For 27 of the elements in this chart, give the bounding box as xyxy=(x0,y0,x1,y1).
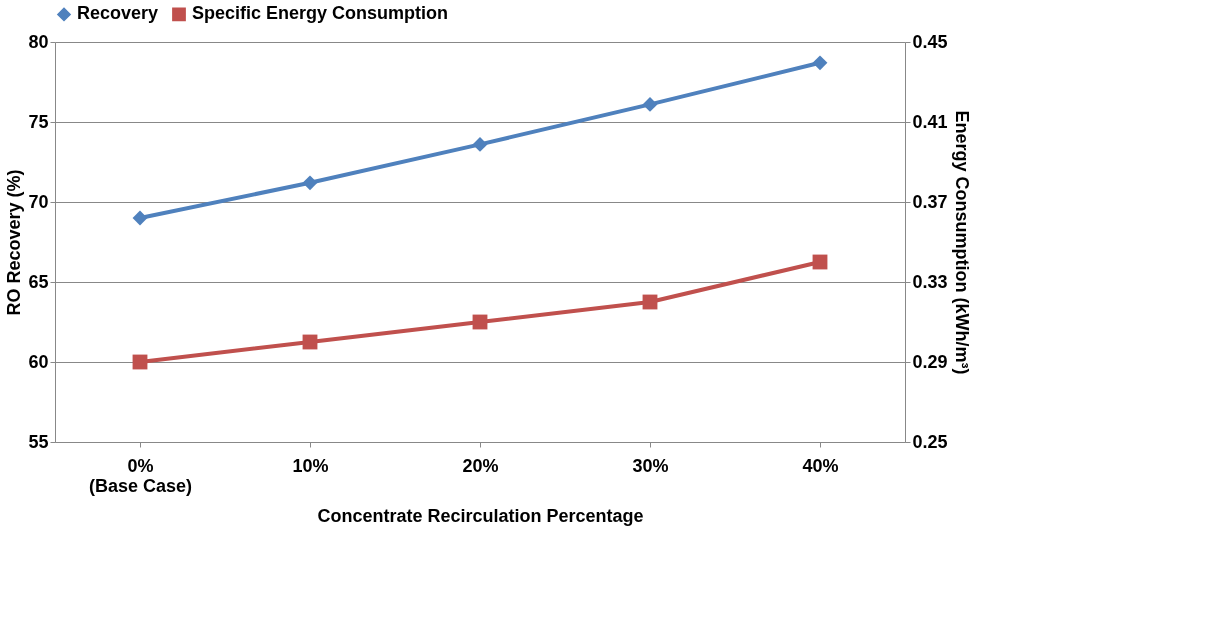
y-tick-label: 65 xyxy=(28,271,49,292)
point xyxy=(642,96,658,112)
y2-tick-label: 0.41 xyxy=(912,111,948,132)
point xyxy=(472,136,488,152)
y2-axis-title: Energy Consumption (kWh/m³) xyxy=(951,110,972,375)
x-tick-label: 20% xyxy=(462,455,499,476)
y-tick-label: 70 xyxy=(28,191,49,212)
y-tick-label: 55 xyxy=(28,431,49,452)
y-tick-label: 60 xyxy=(28,351,49,372)
y2-tick-label: 0.33 xyxy=(912,271,948,292)
legend-label: Specific Energy Consumption xyxy=(192,3,449,24)
point xyxy=(812,55,828,71)
x-tick-label: 0% (Base Case) xyxy=(88,455,193,496)
y2-tick-label: 0.37 xyxy=(912,191,948,212)
y2-tick-label: 0.29 xyxy=(912,351,948,372)
x-tick-label: 30% xyxy=(632,455,669,476)
point xyxy=(132,210,148,226)
y-tick-label: 80 xyxy=(28,31,49,52)
x-axis-title: Concentrate Recirculation Percentage xyxy=(317,505,644,526)
y2-tick-label: 0.45 xyxy=(912,31,948,52)
point xyxy=(302,175,318,191)
y-axis-title: RO Recovery (%) xyxy=(4,169,25,316)
y-tick-label: 75 xyxy=(28,111,49,132)
x-tick-label: 40% xyxy=(802,455,839,476)
x-tick-label: 10% xyxy=(292,455,329,476)
legend-label: Recovery xyxy=(77,3,159,24)
y2-tick-label: 0.25 xyxy=(912,431,948,452)
